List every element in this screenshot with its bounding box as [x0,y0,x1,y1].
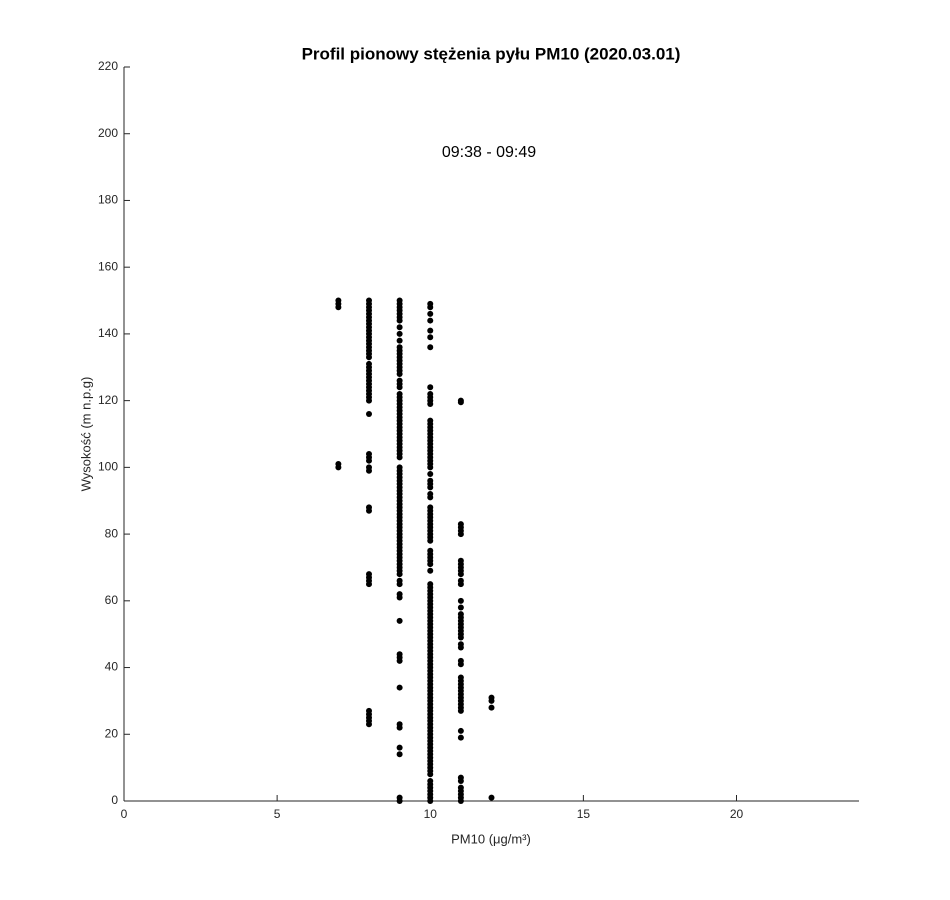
point [457,707,464,714]
x-axis-label: PM10 (μg/m³) [451,831,531,846]
point [427,310,434,317]
point [457,644,464,651]
point [427,771,434,778]
y-axis-label: Wysokość (m n.p.g) [78,377,93,492]
point [396,744,403,751]
y-tick-label: 140 [98,326,118,340]
point [396,684,403,691]
point [366,507,372,514]
y-tick-label: 200 [98,126,118,140]
y-tick-label: 160 [98,259,118,273]
point [396,751,403,758]
point [427,327,434,334]
y-tick-label: 220 [98,59,118,73]
point [457,661,464,668]
point [396,370,403,377]
point [457,777,464,784]
y-tick-label: 180 [98,193,118,207]
point [366,581,372,588]
point [335,464,342,471]
point [427,344,434,351]
point [427,484,434,491]
point [396,324,403,331]
point [396,330,403,337]
y-tick-label: 80 [105,526,119,540]
x-tick-label: 20 [730,807,744,821]
y-tick-label: 100 [98,460,118,474]
point [488,704,495,711]
y-tick-label: 120 [98,393,118,407]
annotation: 09:38 - 09:49 [442,144,536,161]
point [457,399,464,406]
point [366,354,372,361]
point [427,537,434,544]
point [396,617,403,624]
point [427,400,434,407]
point [457,734,464,741]
point [427,317,434,324]
point [396,594,403,601]
point [427,304,434,311]
point [457,604,464,611]
point [457,571,464,578]
point [396,657,403,664]
point [396,384,403,391]
x-tick-label: 15 [577,807,591,821]
point [366,457,372,464]
point [366,397,372,404]
point [427,494,434,501]
point [427,471,434,478]
point [488,697,495,704]
point [457,581,464,588]
point [396,337,403,344]
point [427,334,434,341]
y-tick-label: 0 [111,793,118,807]
point [396,581,403,588]
point [457,531,464,538]
point [457,798,464,804]
point [366,467,372,474]
point [427,567,434,574]
y-tick-label: 20 [105,726,119,740]
point [457,727,464,734]
y-tick-label: 40 [105,660,119,674]
point [457,597,464,604]
y-tick-label: 60 [105,593,119,607]
chart-title: Profil pionowy stężenia pyłu PM10 (2020.… [302,44,681,63]
point [427,464,434,471]
point [396,724,403,731]
point [488,794,495,801]
x-tick-label: 10 [424,807,438,821]
point [366,721,372,728]
point [396,571,403,578]
point [396,317,403,324]
point [427,384,434,391]
point [396,454,403,461]
point [427,798,434,804]
point [335,304,342,311]
point [427,561,434,568]
x-tick-label: 0 [121,807,128,821]
point [396,798,403,804]
x-tick-label: 5 [274,807,281,821]
point [366,410,372,417]
point [457,634,464,641]
